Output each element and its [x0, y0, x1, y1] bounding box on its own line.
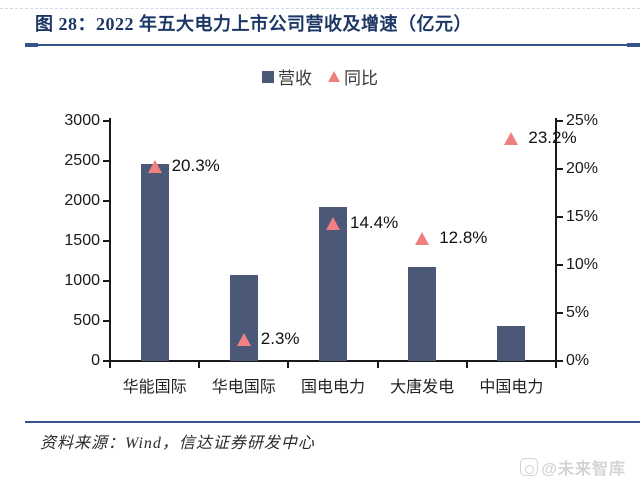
right-axis-tick-label: 5%	[566, 304, 590, 321]
revenue-square-icon	[262, 70, 274, 83]
watermark: @未来智库	[520, 455, 626, 479]
revenue-bar	[408, 267, 437, 361]
right-axis-tick	[556, 312, 563, 314]
growth-value-label: 12.8%	[439, 228, 488, 248]
left-axis-line	[109, 118, 111, 362]
left-axis-tick-label: 3000	[64, 112, 100, 129]
chart-legend: 营收 同比	[0, 64, 640, 89]
growth-marker	[147, 160, 162, 174]
watermark-logo-icon	[520, 458, 539, 476]
category-label: 华电国际	[211, 379, 276, 396]
growth-marker	[504, 132, 519, 146]
right-axis-tick-label: 15%	[566, 208, 599, 225]
title-divider	[25, 43, 640, 47]
left-axis-tick	[103, 120, 110, 122]
legend-item-yoy: 同比	[328, 64, 378, 89]
left-axis-tick-label: 2000	[64, 192, 100, 209]
growth-value-label: 20.3%	[171, 156, 220, 176]
category-label: 大唐发电	[390, 379, 455, 396]
figure-title: 图 28：2022 年五大电力上市公司营收及增速（亿元）	[35, 14, 472, 34]
growth-marker	[415, 232, 430, 246]
left-axis-tick-label: 1500	[64, 232, 100, 249]
source-divider	[25, 421, 640, 423]
right-axis-line	[555, 118, 557, 362]
growth-value-label: 23.2%	[528, 128, 577, 148]
top-faint-divider	[0, 8, 640, 9]
right-axis-tick-label: 25%	[566, 112, 599, 129]
x-axis-tick	[376, 361, 379, 368]
right-axis-tick	[556, 168, 563, 170]
growth-value-label: 14.4%	[350, 212, 399, 232]
left-axis-tick-label: 1000	[64, 272, 100, 289]
legend-label-yoy: 同比	[344, 69, 378, 88]
legend-label-revenue: 营收	[278, 69, 312, 88]
watermark-text: @未来智库	[541, 461, 626, 478]
x-axis-tick	[109, 361, 111, 368]
revenue-bar	[229, 275, 258, 361]
revenue-bar	[140, 164, 169, 361]
category-label: 国电电力	[300, 379, 365, 396]
right-axis-tick-label: 10%	[566, 256, 599, 273]
x-axis-line	[109, 360, 561, 362]
left-axis-tick-label: 500	[73, 312, 100, 329]
category-label: 中国电力	[479, 379, 544, 396]
left-axis-tick	[103, 160, 110, 162]
left-axis-tick	[103, 320, 110, 322]
growth-value-label: 2.3%	[260, 328, 300, 348]
right-axis-tick	[556, 360, 563, 362]
x-axis-tick	[555, 361, 557, 368]
legend-item-revenue: 营收	[262, 64, 312, 89]
category-label: 华能国际	[122, 379, 187, 396]
growth-marker	[326, 216, 340, 230]
left-axis-tick	[103, 360, 110, 362]
revenue-bar	[319, 206, 347, 361]
right-axis-tick	[556, 120, 563, 122]
source-note: 资料来源：Wind，信达证券研发中心	[40, 435, 315, 452]
left-axis-tick	[103, 240, 110, 242]
right-axis-tick	[556, 216, 563, 218]
yoy-triangle-icon	[328, 71, 340, 82]
right-axis-tick-label: 0%	[566, 352, 590, 369]
x-axis-tick	[198, 361, 201, 368]
x-axis-tick	[287, 361, 290, 368]
x-axis-tick	[465, 361, 468, 368]
left-axis-tick	[103, 200, 110, 202]
revenue-bar	[497, 325, 526, 361]
left-axis-tick-label: 2500	[64, 152, 100, 169]
right-axis-tick	[556, 264, 563, 266]
left-axis-tick	[103, 280, 110, 282]
left-axis-tick-label: 0	[91, 352, 100, 369]
growth-marker	[236, 332, 251, 346]
right-axis-tick-label: 20%	[566, 160, 599, 177]
